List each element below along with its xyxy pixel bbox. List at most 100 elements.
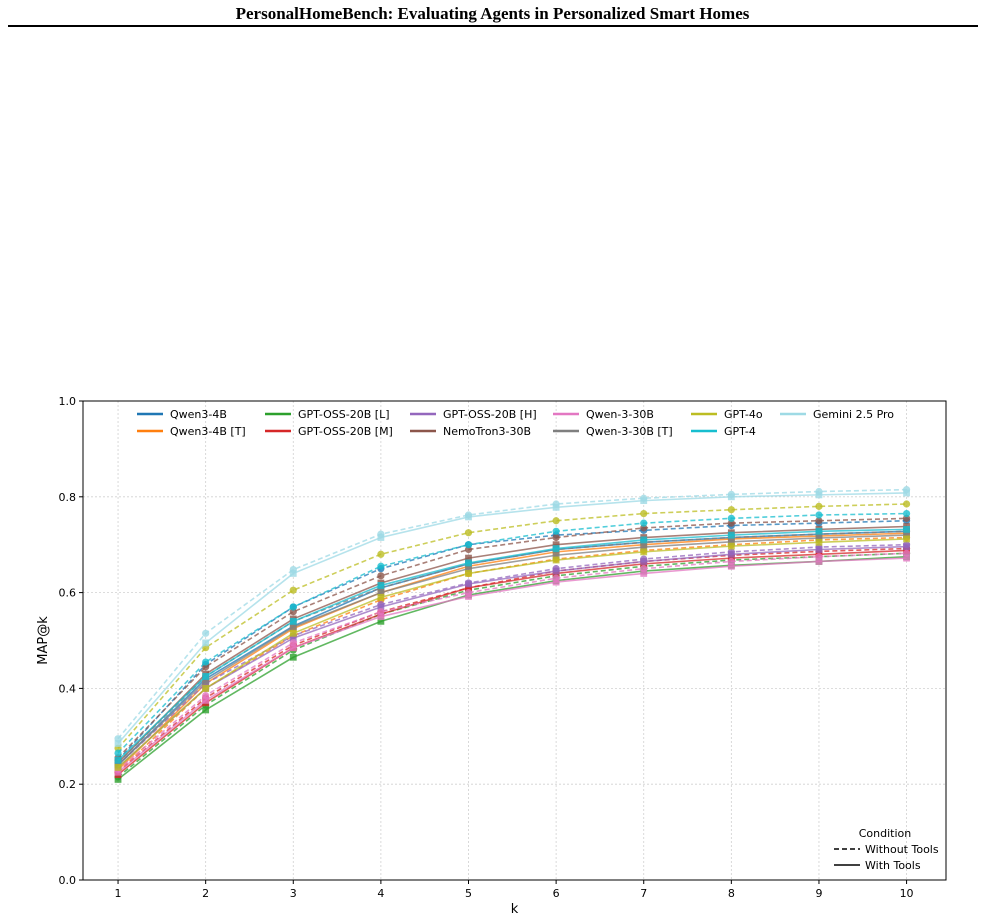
point-qwen-3-30b-without-tools	[902, 549, 911, 557]
point-qwen-3-30b-without-tools	[727, 557, 735, 566]
point-nemotron3-30b-without-tools	[377, 572, 385, 580]
series-layer	[114, 486, 911, 783]
series-line-nemotron3-30b-without-tools	[117, 517, 907, 759]
point-qwen-3-30b-with-tools	[727, 562, 735, 570]
x-tick-label: 2	[202, 887, 209, 900]
point-gpt-4o-with-tools	[289, 629, 297, 637]
x-axis-label: k	[511, 902, 519, 917]
point-nemotron3-30b-without-tools	[552, 533, 560, 542]
point-nemotron3-30b-with-tools	[465, 554, 472, 562]
grid-lines	[83, 400, 946, 881]
x-tick-label: 4	[377, 887, 384, 900]
point-gpt-4o-without-tools	[377, 550, 385, 558]
point-gpt-4-without-tools	[202, 658, 210, 666]
condition-legend-title: Condition	[859, 827, 912, 840]
x-axis-ticks: 1 2 3 4 5 6 7 8 9 10	[115, 880, 914, 900]
x-tick-label: 8	[728, 887, 735, 900]
point-gemini-2-5-pro-with-tools	[289, 570, 297, 577]
legend-label: GPT-OSS-20B [L]	[298, 408, 390, 421]
point-gpt-4-with-tools	[727, 531, 735, 539]
point-gpt-oss-20b-l-with-tools	[202, 706, 210, 714]
point-qwen-3-30b-t-with-tools	[465, 565, 472, 573]
point-gpt-4o-with-tools	[202, 685, 210, 692]
point-gpt-4-without-tools	[640, 519, 648, 527]
series-line-qwen3-4b-t-with-tools	[117, 532, 907, 771]
point-qwen-3-30b-t-with-tools	[815, 534, 823, 542]
point-gemini-2-5-pro-with-tools	[114, 740, 122, 747]
point-gpt-4-with-tools	[377, 582, 385, 589]
point-gpt-oss-20b-h-without-tools	[902, 541, 911, 549]
y-tick-label: 1.0	[59, 395, 77, 408]
point-gpt-4o-with-tools	[815, 538, 823, 546]
y-axis-ticks: 0.0 0.2 0.4 0.6 0.8 1.0	[59, 395, 83, 887]
series-line-qwen3-4b-without-tools	[117, 519, 907, 761]
series-line-qwen-3-30b-t-with-tools	[117, 534, 907, 766]
point-qwen-3-30b-with-tools	[815, 558, 823, 565]
point-gemini-2-5-pro-without-tools	[464, 511, 473, 519]
x-tick-label: 9	[815, 887, 822, 900]
point-gpt-4o-without-tools	[640, 509, 648, 518]
point-gpt-4o-with-tools	[377, 593, 385, 601]
point-gpt-4o-with-tools	[640, 548, 648, 556]
point-gpt-4-with-tools	[815, 527, 823, 535]
point-qwen-3-30b-t-with-tools	[289, 623, 297, 631]
y-tick-label: 0.6	[59, 587, 77, 600]
legend-label: GPT-OSS-20B [M]	[298, 425, 393, 438]
point-qwen-3-30b-t-with-tools	[377, 589, 385, 596]
legend-label: Qwen3-4B [T]	[170, 425, 246, 438]
x-tick-label: 3	[290, 887, 297, 900]
point-gpt-4o-with-tools	[114, 764, 122, 771]
point-gpt-4-without-tools	[377, 562, 385, 570]
point-gpt-4-without-tools	[464, 541, 473, 549]
point-gpt-4-without-tools	[727, 514, 735, 522]
point-qwen-3-30b-with-tools	[202, 696, 210, 704]
page-header-title: PersonalHomeBench: Evaluating Agents in …	[235, 4, 750, 23]
point-gemini-2-5-pro-without-tools	[902, 486, 911, 494]
legend-label: NemoTron3-30B	[443, 425, 531, 438]
y-tick-label: 0.4	[59, 682, 77, 695]
point-qwen-3-30b-with-tools	[377, 613, 385, 620]
legend-label: GPT-4	[724, 425, 756, 438]
point-qwen-3-30b-t-with-tools	[727, 538, 735, 546]
condition-legend-label: With Tools	[865, 859, 921, 872]
point-qwen-3-30b-without-tools	[552, 574, 560, 582]
point-gemini-2-5-pro-without-tools	[815, 487, 823, 496]
point-gpt-4o-without-tools	[815, 502, 823, 510]
series-line-gpt-oss-20b-m-with-tools	[117, 549, 907, 776]
point-qwen-3-30b-t-with-tools	[552, 551, 560, 559]
y-tick-label: 0.2	[59, 778, 77, 791]
point-qwen-3-30b-with-tools	[640, 570, 648, 577]
x-tick-label: 7	[640, 887, 647, 900]
point-gemini-2-5-pro-without-tools	[377, 530, 385, 538]
point-gemini-2-5-pro-without-tools	[289, 566, 297, 574]
point-gpt-4-with-tools	[289, 617, 297, 625]
x-tick-label: 5	[465, 887, 472, 900]
point-qwen-3-30b-with-tools	[552, 578, 560, 586]
point-qwen-3-30b-without-tools	[377, 608, 385, 616]
point-gpt-4-with-tools	[465, 559, 472, 567]
point-qwen-3-30b-with-tools	[289, 644, 297, 652]
point-gpt-oss-20b-h-without-tools	[727, 548, 735, 556]
x-tick-label: 10	[900, 887, 914, 900]
legend-label: GPT-4o	[724, 408, 763, 421]
point-gpt-oss-20b-l-with-tools	[377, 617, 385, 625]
legend-label: Qwen-3-30B [T]	[586, 425, 673, 438]
plot-frame	[82, 400, 947, 881]
point-gpt-4o-with-tools	[552, 556, 560, 564]
point-qwen-3-30b-without-tools	[640, 565, 648, 573]
point-gemini-2-5-pro-without-tools	[727, 490, 735, 499]
point-gpt-4-with-tools	[552, 545, 560, 552]
point-nemotron3-30b-without-tools	[815, 517, 823, 525]
series-line-gpt-4-with-tools	[117, 528, 907, 761]
x-tick-label: 1	[115, 887, 122, 900]
point-gpt-oss-20b-h-without-tools	[377, 600, 385, 609]
series-line-gpt-oss-20b-h-with-tools	[117, 545, 907, 769]
point-gemini-2-5-pro-without-tools	[552, 500, 560, 508]
point-gemini-2-5-pro-with-tools	[202, 639, 210, 647]
point-qwen-3-30b-with-tools	[903, 554, 910, 562]
series-line-gpt-4o-with-tools	[117, 538, 907, 769]
point-gpt-4-without-tools	[815, 511, 823, 519]
y-tick-label: 0.0	[59, 874, 77, 887]
condition-legend: Condition Without Tools With Tools	[834, 827, 939, 872]
